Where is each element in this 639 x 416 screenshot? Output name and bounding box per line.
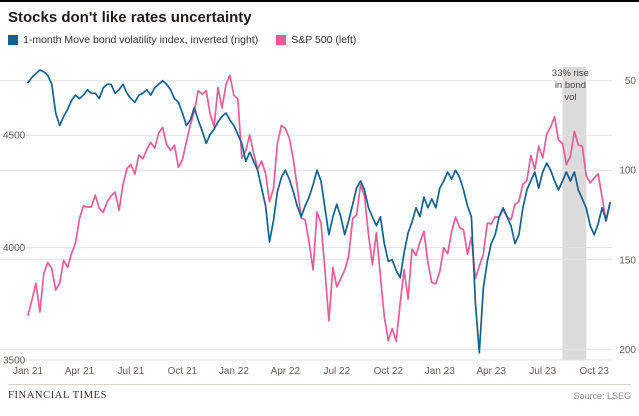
x-tick-label: Jan 23 (425, 366, 455, 377)
left_axis-tick-label: 4000 (3, 243, 26, 254)
legend: 1-month Move bond volatility index, inve… (0, 30, 639, 48)
financial-times-logo: FINANCIAL TIMES (8, 390, 108, 401)
x-tick-label: Apr 22 (271, 366, 301, 377)
line-chart: 4500 4000 3500 50 100 150 200 Jan 21 Apr 21 Jul 2… (0, 67, 637, 377)
x-tick-label: Jul 22 (323, 366, 350, 377)
sp500-series-label: S&P 500 (left) (291, 34, 357, 46)
x-tick-label: Jul 21 (118, 366, 145, 377)
x-tick-label: Jan 22 (219, 366, 249, 377)
move-series-label: 1-month Move bond volatility index, inve… (23, 34, 259, 46)
left_axis-tick-label: 4500 (3, 131, 26, 142)
x-tick-label: Oct 22 (374, 366, 404, 377)
right_axis-tick-label: 50 (625, 76, 637, 87)
annotation-bond-vol: 33% rise in bond vol (552, 68, 589, 103)
top-rule (0, 0, 639, 2)
right_axis-tick-label: 200 (619, 345, 636, 356)
x-tick-label: Oct 23 (579, 366, 609, 377)
right_axis-tick-label: 150 (619, 255, 636, 266)
series-line (27, 69, 611, 354)
x-tick-label: Oct 21 (168, 366, 198, 377)
x-tick-label: Jul 23 (529, 366, 556, 377)
footer-rule (8, 384, 631, 385)
sp500-series-swatch (276, 35, 287, 45)
left_axis-tick-label: 3500 (3, 356, 26, 367)
chart-title: Stocks don't like rates uncertainty (8, 9, 252, 26)
highlight-band (562, 67, 587, 360)
source-note: Source: LSEG (573, 390, 631, 401)
x-tick-label: Apr 23 (476, 366, 506, 377)
x-tick-label: Jan 21 (13, 366, 43, 377)
x-tick-label: Apr 21 (65, 366, 95, 377)
series-line (27, 74, 611, 343)
legend-item-move: 1-month Move bond volatility index, inve… (8, 34, 258, 46)
move-series-swatch (8, 35, 18, 45)
right_axis-tick-label: 100 (619, 166, 636, 177)
legend-item-sp500: S&P 500 (left) (276, 34, 356, 46)
footer: FINANCIAL TIMES Source: LSEG (0, 385, 639, 401)
